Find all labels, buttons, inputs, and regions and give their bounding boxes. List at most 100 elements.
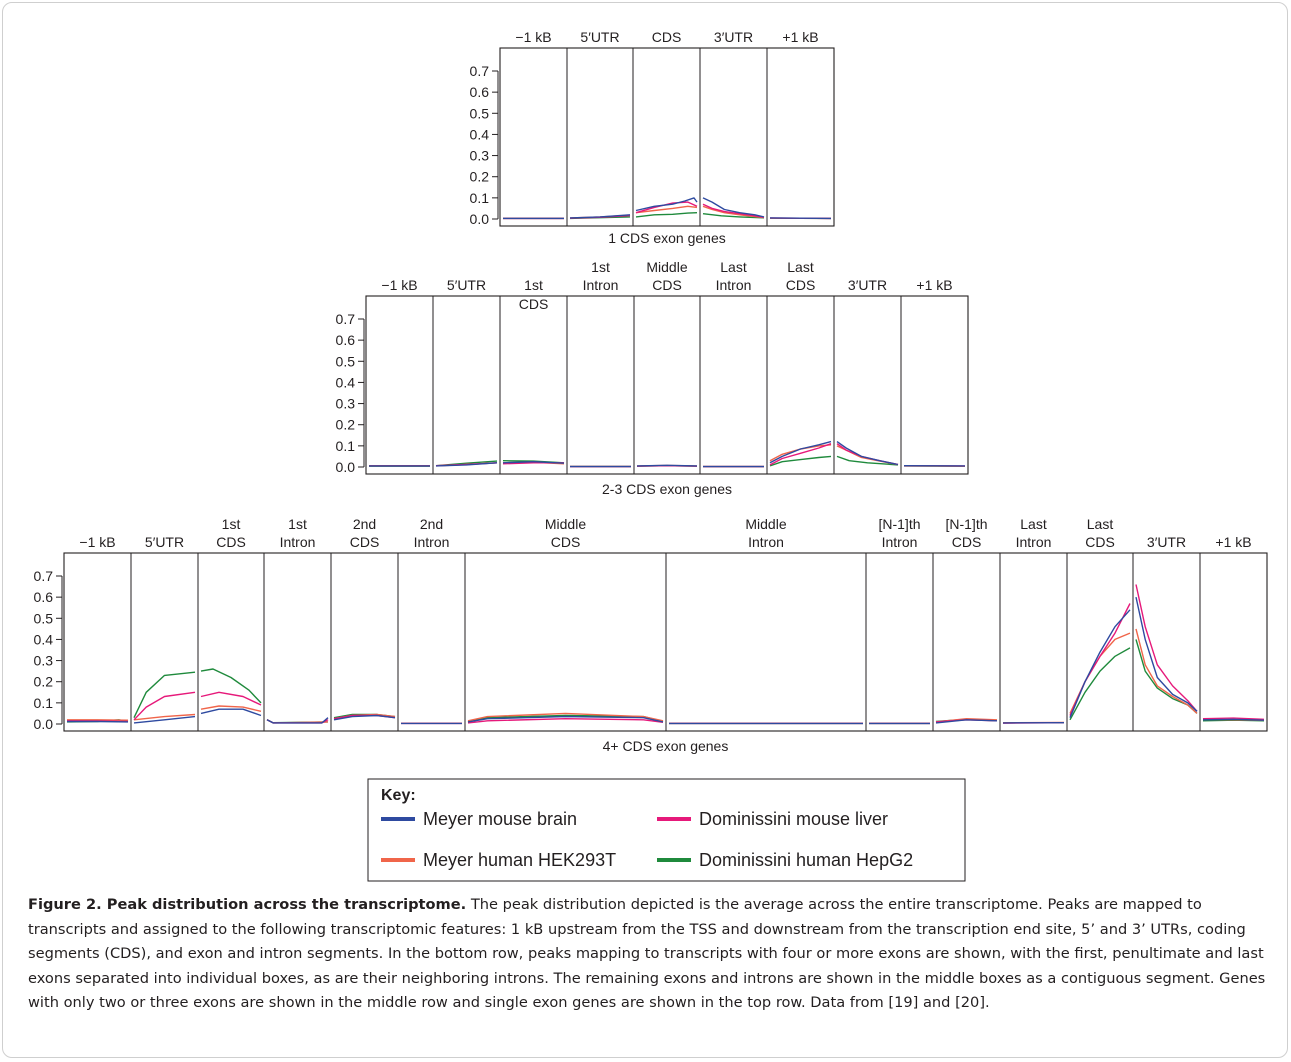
- series-line-ml: [1202, 717, 1265, 720]
- y-tick-label: 0.7: [470, 63, 490, 79]
- segment-header: Last: [1087, 516, 1114, 532]
- series-line-hg: [836, 455, 899, 466]
- segment-header: +1 kB: [916, 277, 952, 293]
- segment-header: CDS: [1085, 534, 1115, 550]
- panel-frame: [365, 295, 969, 475]
- panel-2: 0.0 0.1 0.2 0.3 0.4 0.5 0.6 0.7 −1 kB 5′UTR 1st CDS…: [336, 259, 969, 497]
- y-tick-label: 0.0: [34, 716, 54, 732]
- series-line-ml: [467, 718, 664, 724]
- legend: Key: Meyer mouse brain Dominissini mouse l…: [367, 778, 966, 882]
- segment-header: Middle: [646, 259, 687, 275]
- y-tick-label: 0.5: [470, 105, 490, 121]
- series-line-mb: [769, 440, 832, 464]
- segment-header: CDS: [551, 534, 581, 550]
- series-line-mb: [133, 715, 196, 724]
- segment-header: 5′UTR: [447, 277, 486, 293]
- series-line-mb: [333, 714, 396, 721]
- series-line-hg: [133, 671, 196, 719]
- y-tick-label: 0.3: [336, 396, 356, 412]
- segment-header: Intron: [583, 277, 619, 293]
- figure-caption: Figure 2. Peak distribution across the t…: [28, 893, 1268, 1016]
- segment-header: 2nd: [420, 516, 443, 532]
- y-tick-label: 0.6: [34, 589, 54, 605]
- y-tick-label: 0.1: [34, 695, 54, 711]
- panel-1: 0.0 0.1 0.2 0.3 0.4 0.5 0.6 0.7 −1 kB 5′UTR CDS 3′U…: [470, 29, 835, 246]
- legend-box: [367, 778, 966, 882]
- segment-header: Last: [787, 259, 814, 275]
- series-line-mb: [502, 461, 565, 464]
- segment-header: 1st: [524, 277, 543, 293]
- series-line-mb: [636, 464, 698, 467]
- y-tick-label: 0.4: [34, 631, 54, 647]
- series-line-hg: [1069, 647, 1131, 721]
- segment-header: Last: [720, 259, 747, 275]
- y-tick-label: 0.7: [34, 568, 54, 584]
- series-line-ml: [702, 203, 765, 218]
- series-line-hg: [635, 212, 698, 218]
- series-line-mb: [635, 197, 698, 212]
- segment-header: 2nd: [353, 516, 376, 532]
- segment-header: 5′UTR: [145, 534, 184, 550]
- series-line-ml: [200, 691, 262, 706]
- segment-header: CDS: [786, 277, 816, 293]
- series-line-mb: [569, 214, 631, 219]
- series-line-mb: [836, 441, 899, 466]
- y-tick-label: 0.6: [336, 332, 356, 348]
- segment-header: Middle: [545, 516, 586, 532]
- segment-header: Intron: [414, 534, 450, 550]
- segment-header: CDS: [952, 534, 982, 550]
- caption-title: Figure 2. Peak distribution across the t…: [28, 896, 467, 913]
- series-line-hg: [769, 455, 832, 467]
- series-line-mb: [1135, 596, 1198, 712]
- segment-header: Intron: [716, 277, 752, 293]
- segment-header: CDS: [216, 534, 246, 550]
- segment-header: CDS: [519, 296, 549, 312]
- segment-header: 1st: [222, 516, 241, 532]
- segment-header: [N-1]th: [878, 516, 920, 532]
- series-line-hh: [200, 705, 262, 712]
- series-line-mb: [935, 719, 998, 724]
- segment-header: 1st: [288, 516, 307, 532]
- figure-chart: 0.0 0.1 0.2 0.3 0.4 0.5 0.6 0.7 −1 kB 5′UTR CDS 3′U…: [34, 29, 1268, 882]
- panel-label: 2-3 CDS exon genes: [602, 481, 732, 497]
- segment-header: Intron: [1016, 534, 1052, 550]
- y-tick-label: 0.5: [34, 610, 54, 626]
- panel-frame: [499, 47, 835, 227]
- segment-header: CDS: [350, 534, 380, 550]
- series-line-hh: [467, 712, 664, 722]
- segment-header: Intron: [280, 534, 316, 550]
- series-line-ml: [635, 201, 698, 214]
- legend-label-ml: Dominissini mouse liver: [699, 809, 888, 829]
- series-line-hh: [133, 713, 196, 721]
- series-line-mb: [769, 217, 832, 220]
- panel-label: 1 CDS exon genes: [608, 230, 726, 246]
- segment-header: −1 kB: [79, 534, 115, 550]
- y-tick-label: 0.0: [470, 211, 490, 227]
- y-tick-label: 0.1: [336, 438, 356, 454]
- panel-label: 4+ CDS exon genes: [603, 738, 729, 754]
- series-line-hg: [200, 668, 262, 704]
- legend-label-hg: Dominissini human HepG2: [699, 850, 913, 870]
- segment-header: +1 kB: [782, 29, 818, 45]
- segment-header: 3′UTR: [848, 277, 887, 293]
- segment-header: 3′UTR: [714, 29, 753, 45]
- segment-header: −1 kB: [381, 277, 417, 293]
- series-line-mb: [1202, 718, 1265, 721]
- y-tick-label: 0.2: [336, 417, 356, 433]
- y-tick-label: 0.5: [336, 353, 356, 369]
- y-tick-label: 0.7: [336, 311, 356, 327]
- series-line-ml: [769, 443, 832, 466]
- segment-header: [N-1]th: [945, 516, 987, 532]
- series-line-mb: [467, 715, 664, 723]
- series-line-hh: [1135, 628, 1198, 714]
- caption-text: The peak distribution depicted is the av…: [28, 896, 1266, 1011]
- segment-header: Intron: [882, 534, 918, 550]
- y-tick-label: 0.4: [336, 374, 356, 390]
- series-line-hg: [702, 213, 765, 219]
- series-line-mb: [435, 462, 498, 467]
- segment-header: 5′UTR: [580, 29, 619, 45]
- series-line-mb: [702, 197, 765, 218]
- series-line-ml: [133, 691, 196, 721]
- segment-header: CDS: [652, 29, 682, 45]
